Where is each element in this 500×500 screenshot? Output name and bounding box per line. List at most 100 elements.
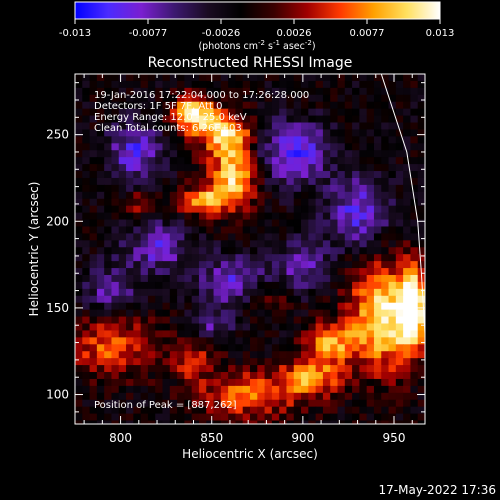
heatmap-cell <box>286 274 295 283</box>
heatmap-cell <box>206 323 215 332</box>
heatmap-cell <box>315 164 324 172</box>
heatmap-cell <box>228 150 237 158</box>
heatmap-cell <box>359 80 368 89</box>
heatmap-cell <box>344 247 353 255</box>
heatmap-cell <box>242 94 251 103</box>
heatmap-cell <box>206 254 215 262</box>
heatmap-cell <box>366 184 375 193</box>
heatmap-cell <box>184 399 193 408</box>
heatmap-cell <box>403 205 412 214</box>
heatmap-cell <box>155 295 164 304</box>
heatmap-cell <box>352 150 360 158</box>
heatmap-cell <box>111 385 120 394</box>
heatmap-cell <box>286 94 295 103</box>
heatmap-cell <box>395 302 404 311</box>
heatmap-cell <box>344 302 353 311</box>
heatmap-cell <box>82 261 91 269</box>
heatmap-cell <box>155 413 164 422</box>
heatmap-cell <box>359 219 368 228</box>
heatmap-cell <box>271 205 280 214</box>
heatmap-cell <box>403 219 412 228</box>
heatmap-cell <box>111 372 120 380</box>
heatmap-cell <box>220 150 229 158</box>
heatmap-cell <box>395 150 404 158</box>
heatmap-cell <box>228 378 237 387</box>
heatmap-cell <box>388 372 397 380</box>
heatmap-cell <box>75 274 83 283</box>
heatmap-cell <box>206 288 215 297</box>
heatmap-cell <box>184 101 193 110</box>
heatmap-cell <box>89 247 98 255</box>
heatmap-cell <box>162 205 171 214</box>
heatmap-cell <box>169 372 178 380</box>
heatmap-cell <box>206 191 215 200</box>
heatmap-cell <box>111 136 120 144</box>
heatmap-cell <box>177 136 185 144</box>
heatmap-cell <box>111 164 120 172</box>
plot-frame <box>74 73 426 425</box>
heatmap-cell <box>155 74 164 82</box>
heatmap-cell <box>403 261 412 269</box>
heatmap-cell <box>184 420 193 424</box>
heatmap-cell <box>344 392 353 401</box>
heatmap-cell <box>271 420 280 424</box>
heatmap-cell <box>126 108 134 117</box>
heatmap-cell <box>126 399 134 408</box>
heatmap-cell <box>133 74 142 82</box>
heatmap-cell <box>89 191 98 200</box>
heatmap-cell <box>155 351 164 359</box>
heatmap-cell <box>257 219 266 228</box>
heatmap-cell <box>220 399 229 408</box>
heatmap-cell <box>177 205 185 214</box>
heatmap-cell <box>366 281 375 290</box>
heatmap-cell <box>111 247 120 255</box>
heatmap-cell <box>140 406 149 415</box>
heatmap-cell <box>337 323 346 332</box>
heatmap-cell <box>322 288 331 297</box>
heatmap-cell <box>147 87 156 96</box>
heatmap-cell <box>126 143 134 151</box>
heatmap-cell <box>184 157 193 165</box>
heatmap-cell <box>315 108 324 117</box>
heatmap-cell <box>96 323 105 332</box>
heatmap-cell <box>330 240 339 248</box>
heatmap-cell <box>133 177 142 186</box>
heatmap-cell <box>147 378 156 387</box>
heatmap-cell <box>250 74 258 82</box>
heatmap-cell <box>82 413 91 422</box>
heatmap-cell <box>293 330 302 338</box>
heatmap-cell <box>96 74 105 82</box>
heatmap-cell <box>403 164 412 172</box>
heatmap-cell <box>191 191 200 200</box>
heatmap-cell <box>162 101 171 110</box>
heatmap-cell <box>82 268 91 276</box>
heatmap-cell <box>279 358 288 366</box>
heatmap-cell <box>395 198 404 207</box>
heatmap-cell <box>162 330 171 338</box>
heatmap-cell <box>155 226 164 235</box>
heatmap-cell <box>264 74 273 82</box>
heatmap-cell <box>264 184 273 193</box>
heatmap-cell <box>279 122 288 131</box>
heatmap-cell <box>337 80 346 89</box>
heatmap-cell <box>250 288 258 297</box>
heatmap-cell <box>322 205 331 214</box>
heatmap-cell <box>220 261 229 269</box>
heatmap-cell <box>286 205 295 214</box>
heatmap-cell <box>264 136 273 144</box>
heatmap-cell <box>242 323 251 332</box>
heatmap-cell <box>75 413 83 422</box>
heatmap-cell <box>352 413 360 422</box>
heatmap-cell <box>96 177 105 186</box>
heatmap-cell <box>206 365 215 373</box>
heatmap-cell <box>271 385 280 394</box>
heatmap-cell <box>315 226 324 235</box>
heatmap-cell <box>352 191 360 200</box>
y-axis-tick-label: 100 <box>46 388 69 402</box>
heatmap-cell <box>177 233 185 241</box>
heatmap-cell <box>242 247 251 255</box>
heatmap-cell <box>381 198 390 207</box>
heatmap-cell <box>286 115 295 124</box>
heatmap-cell <box>220 302 229 311</box>
heatmap-cell <box>381 358 390 366</box>
